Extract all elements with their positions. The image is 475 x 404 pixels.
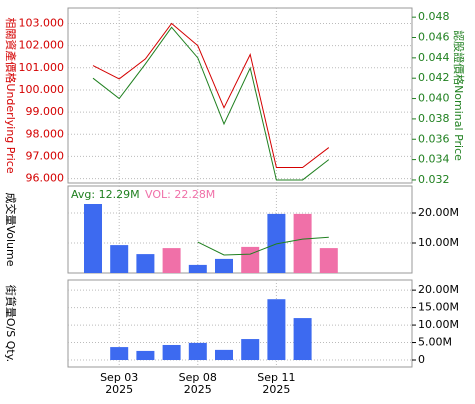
bar — [110, 245, 129, 273]
plot-area — [67, 279, 413, 368]
y2-axis-label: 認股證價格Nominal Price — [452, 30, 466, 161]
y2-tick-label: 0.038 — [418, 112, 450, 125]
x-tick-label: Sep 11 — [257, 371, 295, 384]
y-tick-label: 20.00M — [418, 206, 459, 219]
y-axis-label: 成交量Volume — [4, 193, 18, 267]
plot-area — [67, 185, 413, 274]
vol-label: VOL: 22.28M — [145, 188, 215, 201]
y-tick-label: 99.000 — [26, 105, 65, 118]
y-tick-label: 5.00M — [418, 336, 452, 349]
y2-tick-label: 0.048 — [418, 10, 450, 23]
y-axis-label: 相關資產價格Underlying Price — [4, 17, 18, 173]
y2-tick-label: 0.042 — [418, 71, 450, 84]
x-tick-label: 2025 — [184, 383, 212, 396]
y-tick-label: 98.000 — [26, 127, 65, 140]
series-line — [92, 26, 330, 181]
series-line — [92, 22, 330, 168]
y2-tick-label: 0.036 — [418, 132, 450, 145]
bar — [215, 349, 233, 361]
bar — [136, 350, 155, 361]
bar — [162, 344, 181, 361]
y-tick-label: 15.00M — [418, 301, 459, 314]
y-tick-label: 100.000 — [19, 83, 65, 96]
y-axis-label: 街貨量O/S Qty. — [4, 285, 18, 362]
y2-tick-label: 0.044 — [418, 51, 450, 64]
bar — [188, 342, 207, 361]
plot-area — [67, 7, 413, 184]
bar — [110, 347, 129, 361]
y2-tick-label: 0.040 — [418, 92, 450, 105]
avg-label: Avg: 12.29M — [71, 188, 140, 201]
bar — [241, 246, 260, 273]
y-tick-label: 10.00M — [418, 318, 459, 331]
bar — [293, 213, 312, 273]
bar — [241, 339, 260, 361]
bar — [293, 318, 312, 361]
x-tick-label: 2025 — [105, 383, 133, 396]
y-tick-label: 20.00M — [418, 283, 459, 296]
y-tick-label: 10.00M — [418, 236, 459, 249]
bar — [84, 204, 102, 273]
y-tick-label: 103.000 — [19, 17, 65, 30]
y2-tick-label: 0.034 — [418, 153, 450, 166]
y2-tick-label: 0.032 — [418, 173, 450, 186]
y2-tick-label: 0.046 — [418, 31, 450, 44]
bar — [188, 264, 207, 273]
bar — [162, 248, 181, 273]
y-tick-label: 0 — [418, 353, 425, 366]
x-tick-label: Sep 03 — [100, 371, 138, 384]
y-tick-label: 102.000 — [19, 39, 65, 52]
bar — [215, 258, 233, 273]
bar — [319, 248, 338, 273]
x-tick-label: Sep 08 — [179, 371, 217, 384]
bar — [136, 254, 155, 273]
average-line — [197, 236, 329, 256]
x-tick-label: 2025 — [262, 383, 290, 396]
y-tick-label: 97.000 — [26, 149, 65, 162]
bar — [267, 299, 286, 361]
y-tick-label: 96.000 — [26, 172, 65, 185]
y-tick-label: 101.000 — [19, 61, 65, 74]
